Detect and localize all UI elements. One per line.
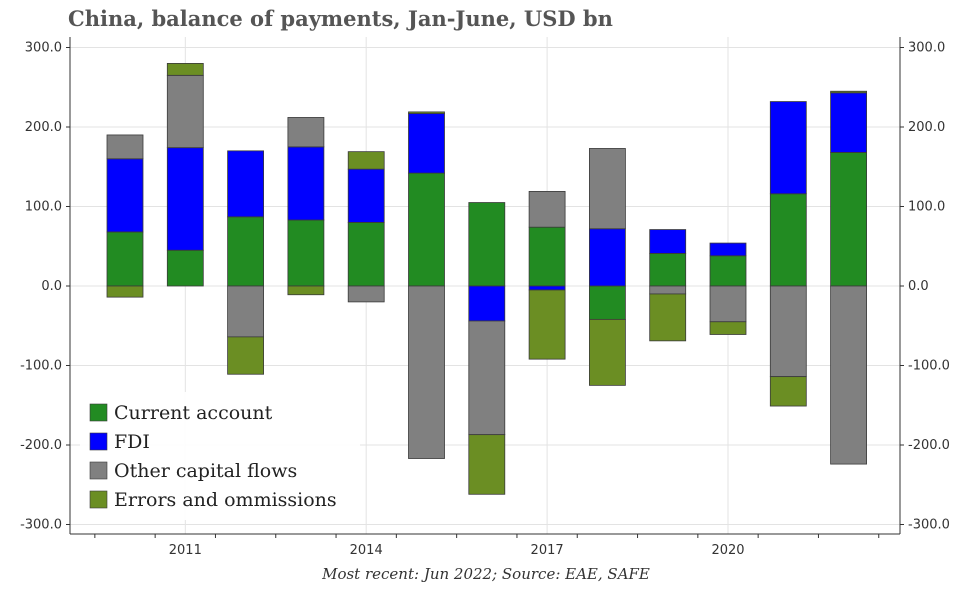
bar-errors-and-ommissions-2013 bbox=[287, 285, 325, 296]
y-tick-label-left: 0.0 bbox=[41, 279, 62, 294]
y-tick-label-left: -100.0 bbox=[20, 359, 62, 374]
y-tick-label-right: -200.0 bbox=[908, 438, 950, 453]
y-tick-label-right: -100.0 bbox=[908, 359, 950, 374]
y-tick-label-left: -300.0 bbox=[20, 518, 62, 533]
bar-fdi-2013 bbox=[287, 146, 325, 221]
legend-box bbox=[80, 392, 360, 520]
bar-errors-and-ommissions-2017 bbox=[528, 289, 566, 360]
bar-fdi-2017 bbox=[528, 285, 566, 291]
bar-fdi-2012 bbox=[227, 150, 265, 218]
y-tick-label-right: -300.0 bbox=[908, 518, 950, 533]
bar-current-account-2018 bbox=[589, 285, 626, 320]
bars bbox=[106, 63, 867, 495]
bar-other-capital-flows-2020 bbox=[709, 285, 747, 323]
bar-fdi-2015 bbox=[408, 113, 445, 174]
legend-swatch bbox=[89, 432, 108, 451]
bar-current-account-2017 bbox=[528, 226, 566, 287]
bar-errors-and-ommissions-2014 bbox=[347, 151, 385, 170]
y-tick-label-left: 100.0 bbox=[25, 200, 62, 215]
legend-swatch bbox=[89, 403, 108, 422]
bar-errors-and-ommissions-2011 bbox=[166, 63, 204, 76]
bar-current-account-2015 bbox=[408, 172, 445, 287]
bar-errors-and-ommissions-2020 bbox=[709, 321, 747, 335]
bar-current-account-2013 bbox=[287, 219, 325, 287]
legend-label: FDI bbox=[114, 431, 150, 453]
bar-current-account-2012 bbox=[227, 216, 265, 287]
bar-current-account-2016 bbox=[468, 202, 506, 287]
bar-other-capital-flows-2011 bbox=[166, 74, 204, 149]
bar-other-capital-flows-2017 bbox=[528, 190, 566, 228]
bar-current-account-2020 bbox=[709, 255, 747, 287]
bar-fdi-2016 bbox=[468, 285, 506, 322]
bar-fdi-2018 bbox=[589, 228, 626, 287]
x-tick-label: 2020 bbox=[711, 543, 744, 558]
y-tick-label-left: -200.0 bbox=[20, 438, 62, 453]
bar-errors-and-ommissions-2016 bbox=[468, 434, 506, 495]
bar-current-account-2022 bbox=[830, 152, 867, 287]
bar-errors-and-ommissions-2012 bbox=[227, 336, 265, 375]
bar-fdi-2019 bbox=[649, 229, 687, 254]
bar-other-capital-flows-2021 bbox=[769, 285, 807, 378]
bar-errors-and-ommissions-2015 bbox=[408, 111, 445, 114]
legend-label: Errors and ommissions bbox=[114, 489, 337, 511]
legend-swatch bbox=[89, 461, 108, 480]
bar-fdi-2021 bbox=[769, 101, 807, 195]
y-tick-label-right: 300.0 bbox=[908, 41, 945, 56]
legend-label: Other capital flows bbox=[114, 460, 297, 482]
tick-labels: 300.0 300.0 200.0 200.0 100.0 100.0 0.0 0.0 -100… bbox=[20, 41, 950, 559]
y-tick-label-left: 300.0 bbox=[25, 41, 62, 56]
legend-label: Current account bbox=[114, 402, 273, 424]
bar-fdi-2011 bbox=[166, 147, 204, 251]
chart-title: China, balance of payments, Jan-June, US… bbox=[68, 6, 613, 31]
bar-errors-and-ommissions-2010 bbox=[106, 285, 144, 298]
x-tick-label: 2014 bbox=[350, 543, 383, 558]
y-tick-label-right: 200.0 bbox=[908, 120, 945, 135]
y-tick-label-right: 0.0 bbox=[908, 279, 929, 294]
bar-other-capital-flows-2015 bbox=[408, 285, 445, 459]
bar-fdi-2022 bbox=[830, 92, 867, 153]
bar-errors-and-ommissions-2019 bbox=[649, 293, 687, 342]
bar-current-account-2021 bbox=[769, 193, 807, 287]
bar-other-capital-flows-2010 bbox=[106, 134, 144, 160]
bar-fdi-2010 bbox=[106, 158, 144, 233]
bar-errors-and-ommissions-2022 bbox=[830, 90, 867, 94]
bar-other-capital-flows-2019 bbox=[649, 285, 687, 295]
legend: Current account FDI Other capital flows Err… bbox=[80, 392, 360, 520]
bar-other-capital-flows-2014 bbox=[347, 285, 385, 303]
bar-other-capital-flows-2018 bbox=[589, 148, 626, 230]
bar-current-account-2010 bbox=[106, 231, 144, 287]
y-tick-label-right: 100.0 bbox=[908, 200, 945, 215]
bar-current-account-2014 bbox=[347, 221, 385, 287]
bar-errors-and-ommissions-2018 bbox=[589, 318, 626, 386]
x-tick-label: 2017 bbox=[531, 543, 564, 558]
bar-other-capital-flows-2012 bbox=[227, 285, 265, 338]
bar-other-capital-flows-2016 bbox=[468, 320, 506, 436]
bar-fdi-2020 bbox=[709, 242, 747, 257]
source-caption: Most recent: Jun 2022; Source: EAE, SAFE bbox=[322, 565, 650, 583]
legend-swatch bbox=[89, 490, 108, 509]
bar-current-account-2019 bbox=[649, 253, 687, 287]
bar-other-capital-flows-2022 bbox=[830, 285, 867, 465]
axes bbox=[66, 37, 904, 538]
bar-errors-and-ommissions-2021 bbox=[769, 376, 807, 407]
bar-current-account-2011 bbox=[166, 249, 204, 287]
bar-other-capital-flows-2013 bbox=[287, 117, 325, 148]
y-tick-label-left: 200.0 bbox=[25, 120, 62, 135]
x-tick-label: 2011 bbox=[169, 543, 202, 558]
bar-fdi-2014 bbox=[347, 168, 385, 223]
